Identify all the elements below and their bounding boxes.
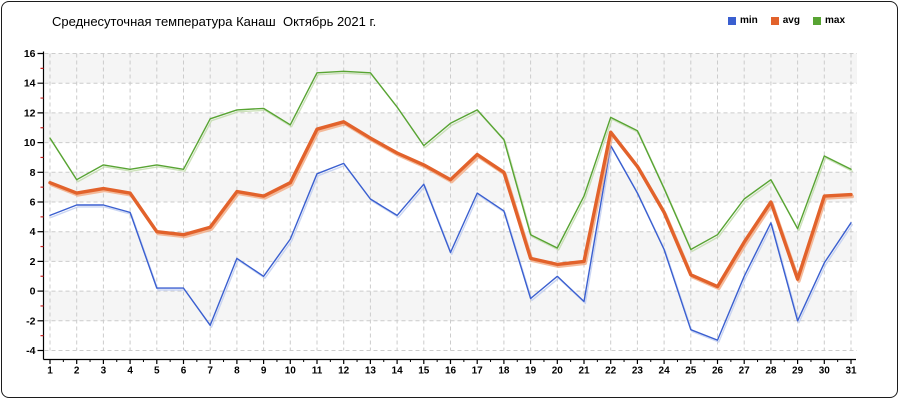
x-tick-label: 26	[712, 366, 724, 377]
x-tick-label: 4	[127, 366, 133, 377]
legend-item-min: min	[727, 15, 758, 26]
y-tick-label: 0	[30, 286, 36, 298]
legend-item-max: max	[812, 15, 845, 26]
x-tick-label: 17	[472, 366, 484, 377]
x-tick-label: 7	[207, 366, 213, 377]
x-tick-label: 11	[312, 366, 323, 377]
min-series-swatch-icon	[727, 16, 736, 25]
y-tick-label: 16	[24, 48, 36, 60]
x-tick-label: 9	[261, 366, 267, 377]
y-tick-label: 12	[24, 107, 36, 119]
x-tick-label: 16	[445, 366, 457, 377]
legend-label-max: max	[824, 15, 845, 26]
x-tick-label: 13	[365, 366, 377, 377]
y-tick-label: 6	[30, 197, 36, 209]
y-tick-label: 8	[30, 167, 36, 179]
x-tick-label: 31	[845, 366, 857, 377]
series-max-shadow	[50, 72, 853, 253]
legend-item-avg: avg	[770, 15, 800, 26]
legend: min avg max	[727, 15, 845, 26]
max-series-swatch-icon	[812, 16, 821, 25]
axes	[42, 51, 856, 361]
y-tick-label: -2	[26, 315, 35, 327]
x-tick-label: 15	[418, 366, 430, 377]
x-tick-label: 8	[234, 366, 240, 377]
x-axis-ticks: 1 2 3 4 5 6 7 8 9 10 11 12 13 14 15 16 17 18 19 20 21 22 23 24 2…	[47, 359, 857, 377]
y-tick-label: -4	[26, 345, 35, 357]
x-tick-label: 23	[632, 366, 644, 377]
y-axis-ticks: 16 14 12 10 8 6 4 2 0 -2 -4	[24, 48, 44, 357]
legend-label-min: min	[739, 15, 758, 26]
x-tick-label: 24	[659, 366, 671, 377]
x-tick-label: 27	[739, 366, 751, 377]
x-tick-label: 28	[765, 366, 777, 377]
x-tick-label: 25	[685, 366, 697, 377]
x-tick-label: 10	[285, 366, 297, 377]
x-tick-label: 29	[792, 366, 804, 377]
x-tick-label: 1	[47, 366, 53, 377]
avg-series-swatch-icon	[770, 16, 779, 25]
series-avg-line	[48, 120, 853, 289]
x-tick-label: 30	[819, 366, 831, 377]
y-tick-label: 2	[30, 256, 36, 268]
legend-label-avg: avg	[782, 15, 800, 26]
x-tick-label: 14	[392, 366, 404, 377]
x-tick-label: 18	[498, 366, 510, 377]
x-tick-label: 21	[578, 366, 590, 377]
x-tick-label: 12	[338, 366, 350, 377]
series-avg-shadow	[49, 122, 854, 291]
series-min-line	[49, 144, 852, 341]
x-tick-label: 22	[605, 366, 617, 377]
y-tick-label: 4	[30, 226, 36, 238]
x-tick-label: 5	[154, 366, 160, 377]
x-tick-label: 20	[552, 366, 564, 377]
y-tick-label: 10	[24, 137, 36, 149]
x-tick-label: 19	[525, 366, 537, 377]
y-tick-label: 14	[24, 78, 36, 90]
x-tick-label: 6	[181, 366, 187, 377]
x-tick-label: 3	[101, 366, 107, 377]
chart-title: Среднесуточная температура Канаш Октябрь…	[52, 14, 377, 29]
gridlines	[44, 53, 857, 351]
x-tick-label: 2	[74, 366, 80, 377]
series-max-line	[49, 70, 852, 251]
